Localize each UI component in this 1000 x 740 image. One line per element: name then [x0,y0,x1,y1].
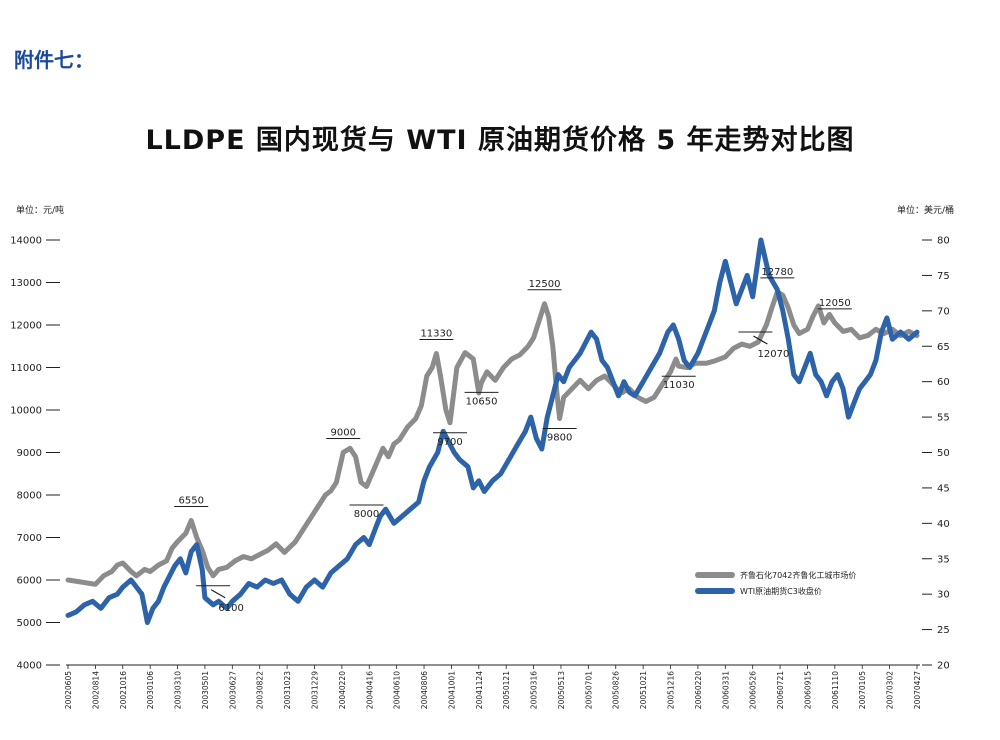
left-axis-tick-label: 11000 [10,363,42,374]
x-axis-tick-label: 20050701 [584,671,593,709]
x-axis-tick-label: 20050826 [612,671,621,709]
right-axis-tick-label: 65 [937,342,950,353]
x-axis-tick-label: 20060526 [749,671,758,709]
x-axis-tick-label: 20061110 [831,671,840,709]
annotation-label: 12500 [529,279,561,290]
annotation-label: 12780 [761,267,793,278]
x-axis-tick-label: 20060721 [776,671,785,709]
annotation-label: 8000 [354,509,379,520]
x-axis-tick-label: 20040806 [420,671,429,709]
left-axis-tick-label: 4000 [17,661,42,672]
right-axis-tick-label: 20 [937,661,950,672]
left-axis-tick-label: 7000 [17,533,42,544]
x-axis-tick-label: 20060220 [694,671,703,709]
left-axis-tick-label: 12000 [10,321,42,332]
left-axis-tick-label: 6000 [17,576,42,587]
x-axis-tick-label: 20030501 [201,671,210,709]
right-axis-tick-label: 75 [937,271,950,282]
annotation-label: 6550 [179,496,204,507]
x-axis-tick-label: 20030106 [146,671,155,709]
x-axis-tick-label: 20040416 [365,671,374,709]
left-axis-tick-label: 8000 [17,491,42,502]
x-axis-tick-label: 20041124 [475,671,484,709]
annotation-arrow [210,589,226,599]
x-axis-tick-label: 20020814 [91,671,100,709]
annotation-label: 10650 [466,396,498,407]
left-axis-tick-label: 5000 [17,618,42,629]
right-axis-tick-label: 45 [937,483,950,494]
x-axis-tick-label: 20021016 [119,671,128,709]
annotation-label: 6100 [218,603,243,614]
attachment-label: 附件七： [14,48,94,72]
x-axis-tick-label: 20070302 [886,671,895,709]
annotation-label: 12050 [819,298,851,309]
right-axis-tick-label: 30 [937,590,950,601]
right-axis-unit: 单位：美元/桶 [896,206,954,216]
x-axis-tick-label: 20030310 [174,671,183,709]
x-axis-tick-label: 20031229 [310,671,319,709]
chart-title: LLDPE 国内现货与 WTI 原油期货价格 5 年走势对比图 [145,125,855,156]
left-axis-tick-label: 13000 [10,278,42,289]
annotation-label: 9800 [547,433,572,444]
right-axis-tick-label: 55 [937,413,950,424]
x-axis-tick-label: 20060915 [803,671,812,709]
right-axis-tick-label: 40 [937,519,950,530]
annotation-label: 9700 [437,437,462,448]
annotation-label: 11330 [420,328,452,339]
x-axis-tick-label: 20020605 [64,671,73,709]
right-axis-tick-label: 25 [937,625,950,636]
annotation-label: 12070 [758,349,790,360]
right-axis-tick-label: 80 [937,236,950,247]
x-axis-tick-label: 20050316 [530,671,539,709]
x-axis-tick-label: 20040220 [338,671,347,709]
x-axis-tick-label: 20030822 [256,671,265,709]
x-axis-tick-label: 20060331 [721,671,730,709]
left-axis-tick-label: 14000 [10,236,42,247]
right-axis-tick-label: 50 [937,448,950,459]
series-line-lldpe-spot [65,289,920,587]
x-axis-tick-label: 20050513 [557,671,566,709]
x-axis-tick-label: 20051021 [639,671,648,709]
legend-label: WTI原油期货C3收盘价 [740,586,822,596]
right-axis-tick-label: 70 [937,306,950,317]
x-axis-tick-label: 20070427 [913,671,922,709]
left-axis-tick-label: 9000 [17,448,42,459]
left-axis-tick-label: 10000 [10,406,42,417]
annotation-arrow [753,335,768,345]
annotation-label: 9000 [331,428,356,439]
x-axis-tick-label: 20050121 [502,671,511,709]
legend-label: 齐鲁石化7042齐鲁化工城市场价 [740,570,856,580]
right-axis-tick-label: 35 [937,554,950,565]
x-axis-tick-label: 20041001 [447,671,456,709]
x-axis-tick-label: 20031023 [283,671,292,709]
x-axis-tick-label: 20051216 [667,671,676,709]
x-axis-tick-label: 20040610 [393,671,402,709]
annotation-label: 11030 [663,380,695,391]
left-axis-unit: 单位：元/吨 [16,206,65,216]
right-axis-tick-label: 60 [937,377,950,388]
x-axis-tick-label: 20070105 [858,671,867,709]
x-axis-tick-label: 20030627 [228,671,237,709]
series-line-wti-crude [65,237,920,625]
